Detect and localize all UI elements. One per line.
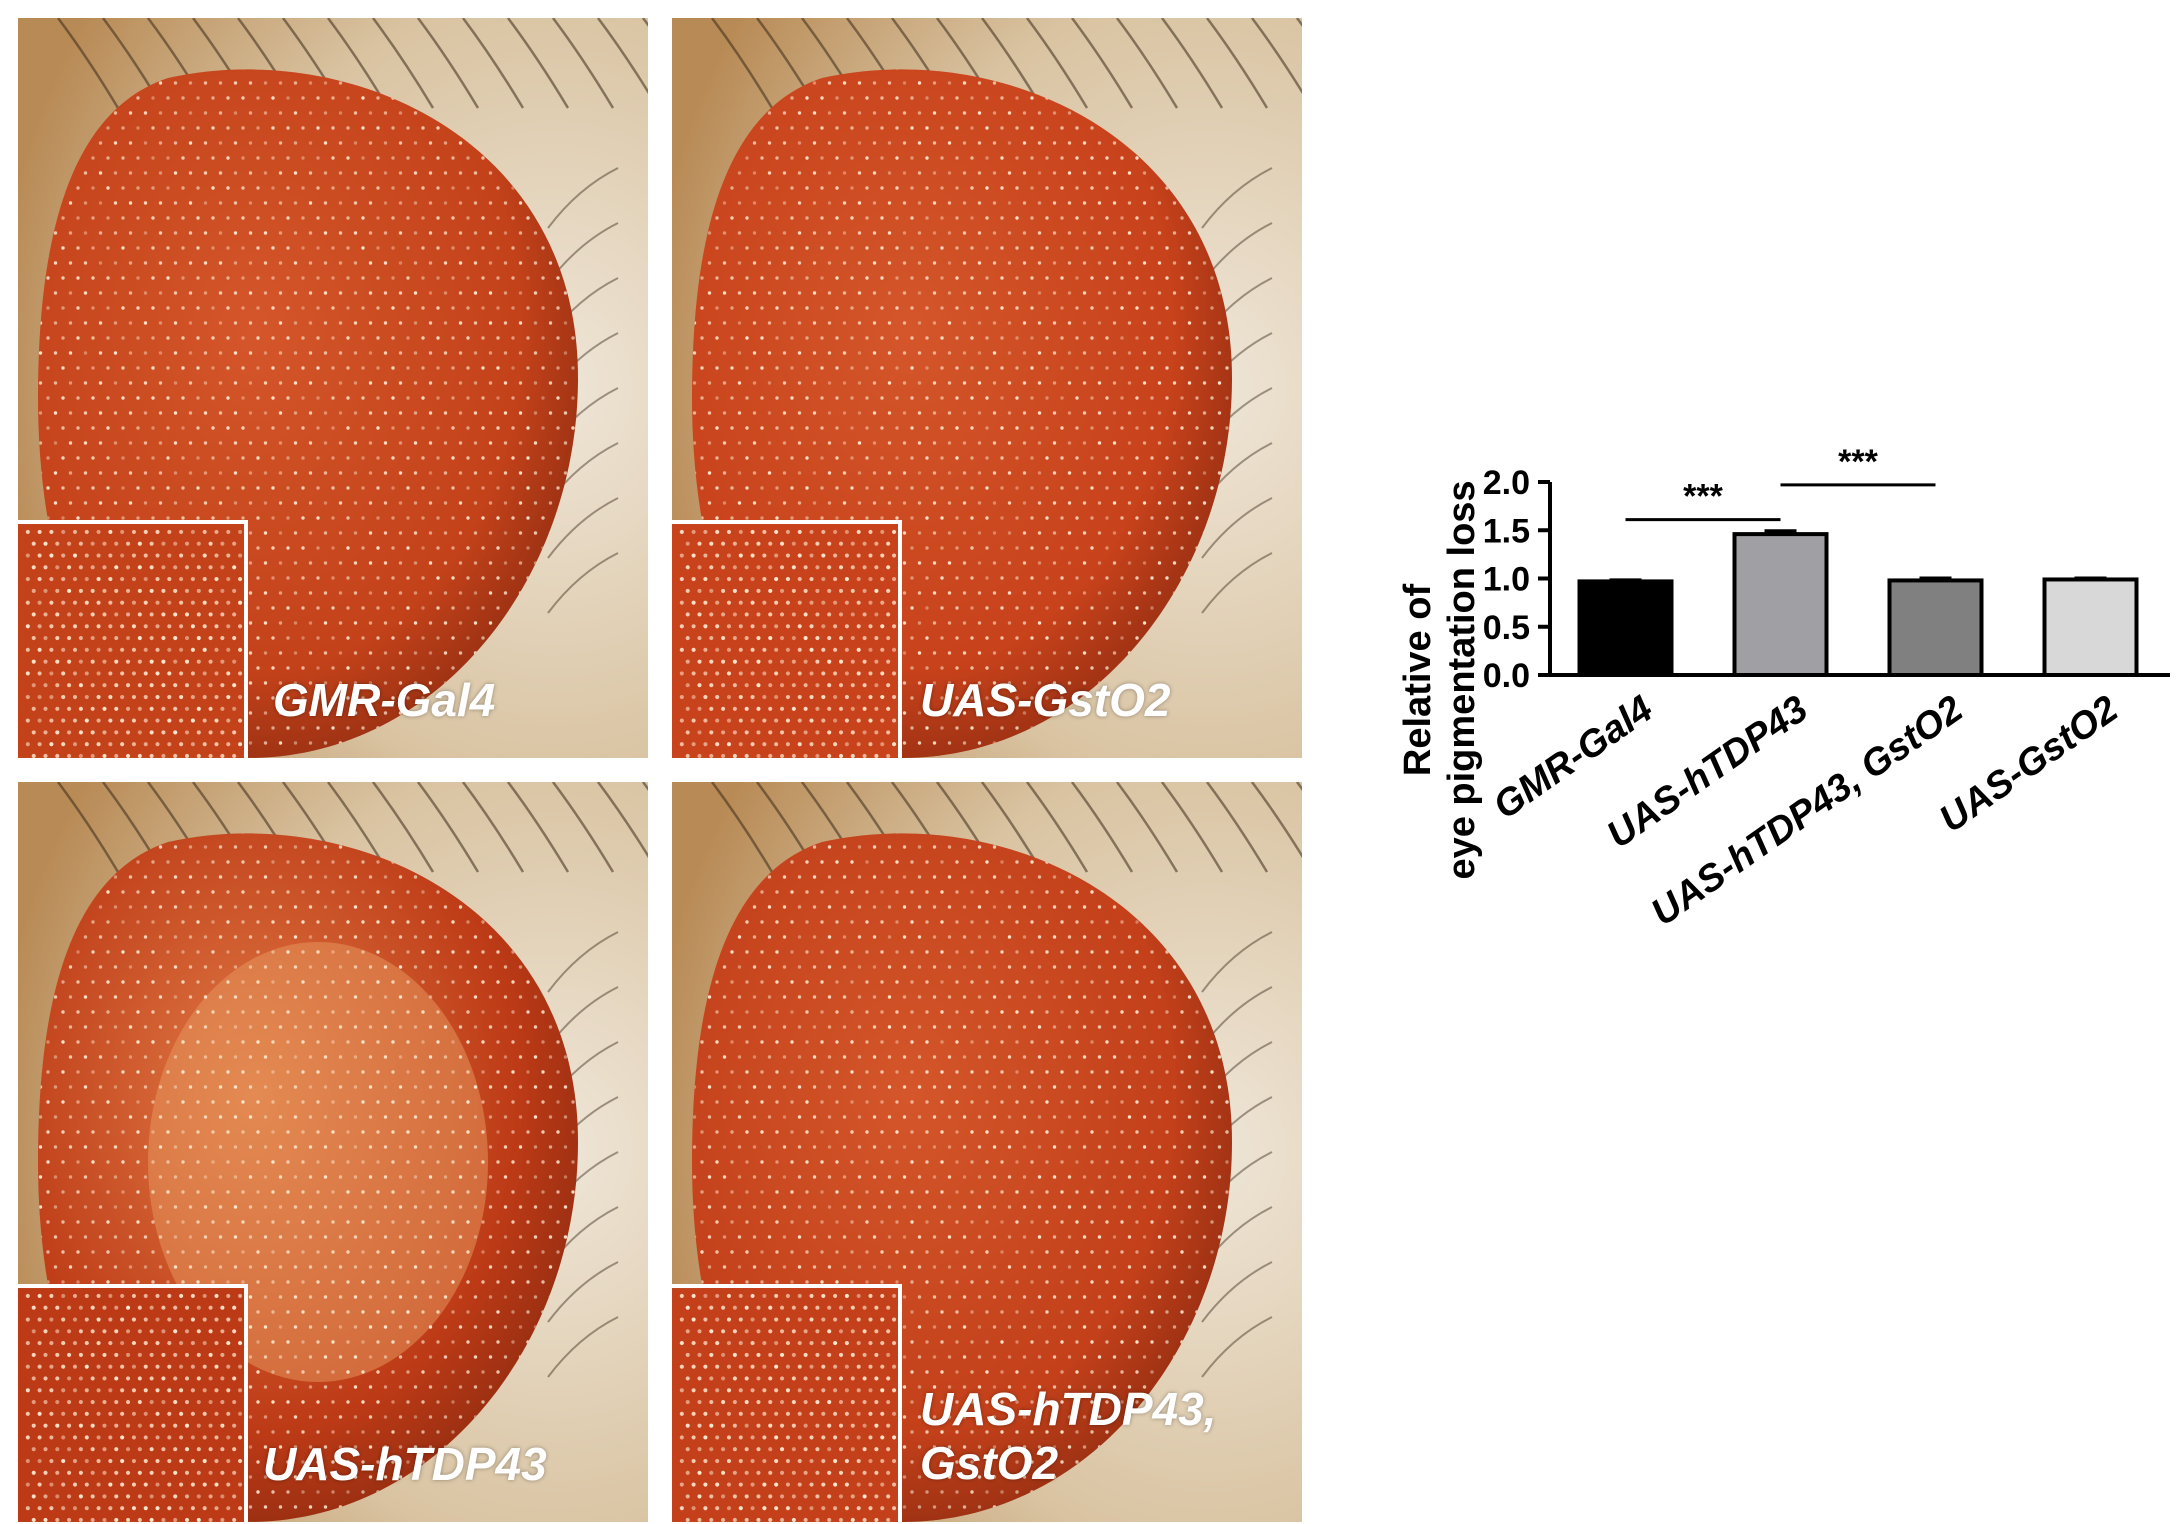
eye-inset xyxy=(672,520,902,758)
eye-panel-uas-htdp43-gsto2: UAS-hTDP43, GstO2 xyxy=(672,782,1302,1522)
significance-label-1: *** xyxy=(1838,443,1878,481)
eye-panel-uas-htdp43: UAS-hTDP43 xyxy=(18,782,648,1522)
panel-label-uas-gsto2: UAS-GstO2 xyxy=(920,674,1171,726)
y-tick-label: 2.0 xyxy=(1483,464,1530,502)
panel-label-uas-htdp43: UAS-hTDP43 xyxy=(263,1438,547,1490)
eye-panel-gmr-gal4: GMR-Gal4 xyxy=(18,18,648,758)
y-tick-label: 1.0 xyxy=(1483,561,1530,599)
panel-label-uas-htdp43-gsto2: UAS-hTDP43, GstO2 xyxy=(920,1383,1217,1489)
bar-0 xyxy=(1577,579,1674,678)
significance-label-0: *** xyxy=(1683,478,1723,516)
y-tick-label: 0.5 xyxy=(1483,609,1530,647)
pigmentation-bar-chart: Relative of eye pigmentation loss 0.0 0.5… xyxy=(1397,443,2170,934)
eye-inset xyxy=(18,1284,248,1522)
bar-1 xyxy=(1732,532,1829,677)
y-tick-label: 0.0 xyxy=(1483,657,1530,695)
eye-photo xyxy=(18,782,648,1522)
bar-2 xyxy=(1887,578,1984,677)
eye-inset xyxy=(672,1284,902,1522)
eye-panel-uas-gsto2: UAS-GstO2 xyxy=(672,18,1302,758)
y-axis-label-line1: Relative of xyxy=(1397,584,1439,777)
panel-label-gmr-gal4: GMR-Gal4 xyxy=(273,674,496,726)
eye-inset xyxy=(18,520,248,758)
y-axis-label-line2: eye pigmentation loss xyxy=(1441,480,1483,879)
y-tick-label: 1.5 xyxy=(1483,512,1530,550)
bar-3 xyxy=(2042,577,2139,677)
